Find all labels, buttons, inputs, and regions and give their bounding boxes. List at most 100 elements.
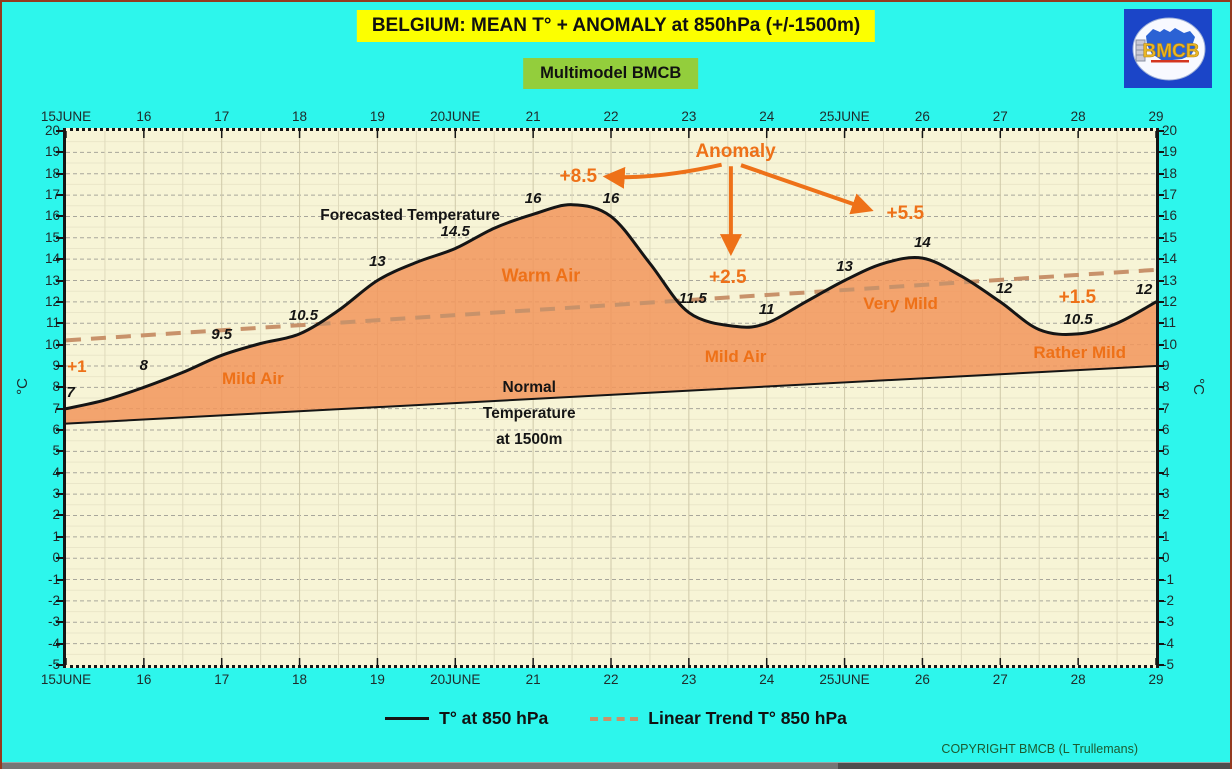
anomaly-header-label: Anomaly — [695, 141, 776, 163]
y-axis-label-right: 12 — [1162, 293, 1178, 309]
x-axis-label-top: 22 — [603, 109, 619, 124]
x-axis-label-bottom: 16 — [136, 672, 152, 687]
normal-temperature-line — [65, 364, 1157, 425]
y-tick-right — [1157, 599, 1164, 602]
x-axis-label-top: 29 — [1148, 109, 1164, 124]
y-axis-label-left: 14 — [44, 251, 60, 267]
y-tick-left — [56, 535, 63, 538]
bmcb-logo: BMCB — [1124, 9, 1212, 88]
x-axis-label-top: 16 — [136, 109, 152, 124]
air-mass-label: Very Mild — [863, 294, 938, 314]
y-tick-right — [1157, 642, 1164, 645]
y-tick-left — [56, 493, 63, 496]
y-tick-left — [56, 450, 63, 453]
y-axis-label-right: -4 — [1162, 635, 1175, 651]
y-axis-label-left: -1 — [47, 571, 60, 587]
y-tick-left — [56, 322, 63, 325]
curve-value-label: 11 — [758, 301, 775, 319]
y-axis-label-right: 9 — [1162, 357, 1170, 373]
y-tick-right — [1157, 236, 1164, 239]
anomaly-area-fill — [66, 204, 1156, 424]
x-axis-label-bottom: 17 — [214, 672, 230, 687]
curve-value-label: 10.5 — [288, 306, 319, 324]
forecast-temperature-curve — [64, 203, 1158, 411]
x-axis-label-bottom: 27 — [992, 672, 1008, 687]
y-axis-label-left: 11 — [45, 315, 60, 331]
y-axis-label-left: 4 — [16, 465, 60, 480]
y-tick-left — [56, 557, 63, 560]
air-mass-label: Mild Air — [704, 347, 767, 367]
x-axis-label-top: 15JUNE — [40, 109, 92, 124]
y-tick-right — [1157, 386, 1164, 389]
y-axis-label-left: 5 — [16, 443, 60, 458]
y-axis-label-left: 6 — [16, 422, 60, 437]
y-axis-label-left: -2 — [47, 592, 60, 608]
y-axis-label-right: 5 — [1162, 443, 1170, 459]
y-axis-label-right: 18 — [1162, 165, 1178, 181]
x-axis-label-bottom: 28 — [1070, 672, 1086, 687]
x-axis-label-top: 24 — [759, 109, 775, 124]
y-tick-right — [1157, 194, 1164, 197]
y-tick-right — [1157, 535, 1164, 538]
curve-value-label: 14.5 — [440, 223, 470, 241]
x-axis-label-top: 27 — [992, 109, 1008, 124]
y-tick-left — [56, 215, 63, 218]
y-axis-label-right: 3 — [1162, 486, 1170, 502]
y-axis-label-left: -5 — [47, 657, 60, 672]
air-mass-label: Mild Air — [221, 368, 284, 388]
y-axis-label-right: 10 — [1162, 336, 1178, 352]
y-axis-label-left: 16 — [44, 208, 60, 224]
air-mass-label: Warm Air — [501, 265, 581, 286]
legend-label: Linear Trend T° 850 hPa — [648, 708, 847, 728]
x-axis-label-top: 21 — [525, 109, 541, 124]
anomaly-arrow — [740, 163, 874, 215]
y-axis-label-left: 12 — [44, 293, 60, 309]
y-axis-label-left: 1 — [16, 529, 60, 544]
y-axis-label-right: 2 — [1162, 507, 1170, 523]
y-axis-label-left: 13 — [44, 272, 60, 288]
curve-value-label: 14 — [914, 234, 931, 252]
y-axis-label-right: -3 — [1162, 614, 1175, 630]
y-tick-right — [1157, 407, 1164, 410]
y-axis-label-right: 11 — [1162, 315, 1177, 331]
x-axis-label-top: 20JUNE — [430, 109, 481, 124]
y-tick-left — [56, 279, 63, 282]
legend-item: Linear Trend T° 850 hPa — [590, 708, 847, 729]
legend-item: T° at 850 hPa — [385, 708, 548, 729]
y-axis-label-left: 7 — [16, 401, 60, 416]
curve-value-label: 9.5 — [211, 326, 233, 344]
y-axis-label-right: 4 — [1162, 464, 1170, 480]
copyright-text: COPYRIGHT BMCB (L Trullemans) — [941, 742, 1138, 756]
legend-solid-line-swatch — [385, 717, 430, 720]
bmcb-logo-graphic: BMCB — [1124, 9, 1212, 88]
x-axis-label-bottom: 24 — [759, 672, 775, 687]
y-tick-left — [56, 343, 63, 346]
y-axis-label-left: 19 — [44, 144, 60, 160]
x-axis-label-bottom: 20JUNE — [430, 672, 481, 687]
y-tick-left — [56, 130, 63, 132]
y-axis-label-left: 2 — [16, 507, 60, 522]
x-axis-label-bottom: 29 — [1148, 672, 1164, 687]
y-tick-right — [1157, 621, 1164, 624]
curve-value-label: 13 — [836, 257, 853, 275]
x-axis-label-bottom: 25JUNE — [819, 672, 870, 687]
anomaly-value-label: +5.5 — [886, 203, 925, 225]
x-axis-label-bottom: 22 — [603, 672, 619, 687]
y-axis-label-left: 0 — [16, 550, 60, 565]
y-axis-label-left: 9 — [16, 358, 60, 373]
y-axis-label-left: 17 — [44, 187, 60, 203]
y-tick-right — [1157, 664, 1164, 666]
y-tick-left — [56, 429, 63, 432]
y-tick-right — [1157, 471, 1164, 474]
y-tick-left — [56, 471, 63, 474]
y-axis-label-left: -3 — [47, 614, 60, 630]
x-axis-label-top: 19 — [369, 109, 385, 124]
y-axis-label-left: 3 — [16, 486, 60, 501]
y-tick-left — [56, 300, 63, 303]
y-axis-label-right: 13 — [1162, 272, 1178, 288]
y-axis-label-left: -4 — [47, 635, 60, 651]
chart-canvas — [64, 131, 1158, 665]
curve-value-label: 7 — [66, 383, 75, 401]
y-axis-label-right: 19 — [1162, 144, 1178, 160]
